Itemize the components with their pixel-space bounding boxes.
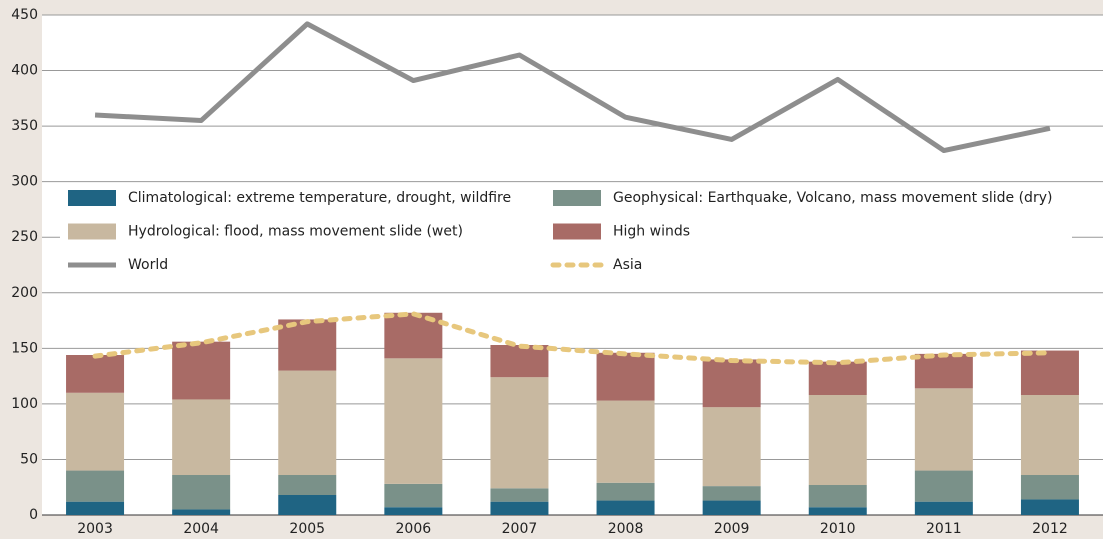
x-tick-label: 2011 <box>926 521 962 537</box>
y-tick-label: 300 <box>11 174 38 190</box>
y-tick-label: 350 <box>11 118 38 134</box>
legend-swatch <box>553 223 601 240</box>
bar-segment <box>1020 395 1079 475</box>
bar-segment <box>66 470 125 502</box>
legend-swatch <box>553 190 601 206</box>
bar-segment <box>596 400 655 483</box>
bar-segment <box>596 500 655 515</box>
bar-segment <box>490 377 549 489</box>
y-tick-label: 250 <box>11 229 38 245</box>
bar-segment <box>914 501 973 515</box>
x-tick-label: 2006 <box>396 521 432 537</box>
legend-label: Geophysical: Earthquake, Volcano, mass m… <box>613 190 1052 206</box>
x-tick-label: 2012 <box>1032 521 1068 537</box>
bar-segment <box>596 352 655 401</box>
bar-segment <box>1020 350 1079 395</box>
x-tick-label: 2008 <box>608 521 644 537</box>
bar-segment <box>808 361 867 395</box>
legend-label: High winds <box>613 224 690 240</box>
y-tick-label: 50 <box>20 451 38 467</box>
bar-segment <box>490 345 549 378</box>
bar-segment <box>914 353 973 389</box>
bar-segment <box>490 501 549 515</box>
bar-segment <box>702 500 761 515</box>
legend-label: World <box>128 257 168 273</box>
bar-segment <box>1020 499 1079 515</box>
x-tick-label: 2009 <box>714 521 750 537</box>
bar-segment <box>278 370 337 475</box>
x-tick-label: 2007 <box>502 521 538 537</box>
bar-segment <box>1020 475 1079 500</box>
bar-segment <box>278 495 337 515</box>
bar-segment <box>384 507 443 515</box>
bar-segment <box>702 359 761 408</box>
bar-segment <box>808 395 867 485</box>
bar-segment <box>490 488 549 502</box>
y-tick-label: 450 <box>11 7 38 23</box>
bar-segment <box>384 358 443 484</box>
bar-segment <box>702 486 761 501</box>
y-tick-label: 100 <box>11 396 38 412</box>
bar-segment <box>172 399 231 475</box>
bar-segment <box>702 407 761 487</box>
bar-segment <box>66 501 125 515</box>
bar-segment <box>914 388 973 471</box>
y-tick-label: 200 <box>11 285 38 301</box>
x-tick-label: 2003 <box>77 521 113 537</box>
line-series <box>94 21 1051 154</box>
legend-swatch <box>68 223 116 240</box>
bar-segment <box>914 470 973 502</box>
line-series <box>92 311 1053 366</box>
y-tick-label: 400 <box>11 63 38 79</box>
y-tick-label: 150 <box>11 340 38 356</box>
legend-label: Climatological: extreme temperature, dro… <box>128 190 511 206</box>
legend-swatch <box>68 190 116 206</box>
x-tick-label: 2005 <box>289 521 325 537</box>
bar-segment <box>172 475 231 510</box>
bar-segment <box>172 341 231 400</box>
bar-segment <box>278 319 337 371</box>
legend-label: Asia <box>613 257 642 273</box>
bar-segment <box>808 507 867 515</box>
bar-segment <box>596 482 655 501</box>
bar-segment <box>278 475 337 495</box>
y-tick-label: 0 <box>29 507 38 523</box>
x-tick-label: 2004 <box>183 521 219 537</box>
bar-segment <box>66 392 125 471</box>
bar-segment <box>66 355 125 393</box>
legend-label: Hydrological: flood, mass movement slide… <box>128 224 463 240</box>
bar-segment <box>808 485 867 508</box>
bar-segment <box>384 483 443 508</box>
x-tick-label: 2010 <box>820 521 856 537</box>
bar-segment <box>172 509 231 515</box>
